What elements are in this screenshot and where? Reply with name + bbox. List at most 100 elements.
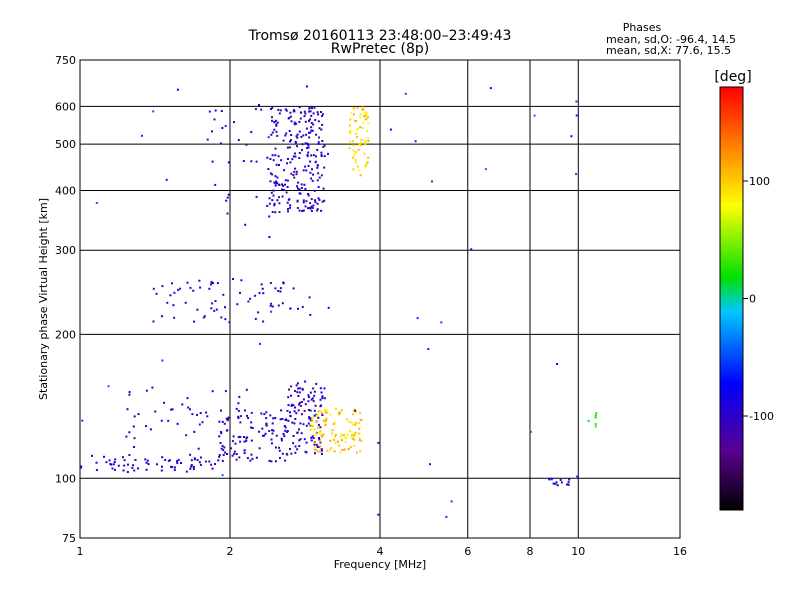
data-point: [221, 459, 224, 462]
data-point: [319, 445, 322, 448]
data-point: [316, 179, 319, 182]
data-point: [352, 113, 355, 116]
data-point: [319, 405, 322, 408]
colorbar-tick-label: -100: [749, 410, 774, 423]
data-point: [185, 470, 188, 473]
data-point: [304, 205, 307, 208]
data-point: [268, 215, 271, 218]
data-point: [320, 151, 323, 154]
data-point: [160, 469, 163, 472]
data-point: [202, 316, 205, 319]
data-point: [353, 434, 356, 437]
data-point: [309, 171, 312, 174]
data-point: [161, 456, 164, 459]
data-point: [354, 409, 357, 412]
data-point: [340, 433, 343, 436]
chart-title: Tromsø 20160113 23:48:00–23:49:43: [248, 28, 512, 44]
data-point: [298, 157, 301, 160]
data-point: [210, 307, 213, 310]
data-point: [152, 287, 155, 290]
data-point: [314, 441, 317, 444]
data-point: [268, 430, 271, 432]
data-point: [213, 118, 216, 121]
data-point: [594, 423, 597, 426]
data-point: [313, 394, 316, 397]
y-axis-label: Stationary phase Virtual Height [km]: [37, 198, 50, 400]
data-point: [314, 452, 316, 455]
data-point: [300, 136, 303, 138]
data-point: [309, 429, 312, 431]
data-point: [279, 418, 282, 421]
y-tick-label: 750: [55, 54, 76, 67]
data-point: [133, 446, 135, 448]
data-point: [352, 413, 355, 416]
data-point: [332, 423, 335, 425]
data-point: [325, 417, 328, 420]
data-point: [243, 449, 246, 452]
data-point: [353, 153, 356, 156]
data-point: [323, 144, 326, 147]
data-point: [258, 292, 261, 294]
data-point: [133, 437, 136, 440]
data-point: [570, 135, 573, 138]
data-point: [320, 448, 323, 451]
data-point: [575, 100, 578, 103]
data-point: [310, 122, 313, 124]
data-point: [484, 168, 487, 171]
data-point: [314, 201, 317, 204]
data-point: [360, 440, 363, 443]
data-point: [318, 437, 320, 439]
data-point: [303, 115, 306, 118]
data-point: [319, 426, 322, 429]
data-point: [274, 184, 277, 187]
data-point: [289, 111, 292, 114]
data-point: [282, 139, 285, 142]
data-point: [231, 454, 234, 457]
data-point: [155, 292, 158, 295]
data-point: [295, 135, 298, 138]
data-point: [298, 152, 301, 154]
data-point: [298, 391, 301, 394]
data-point: [295, 173, 298, 176]
data-point: [334, 441, 337, 444]
data-point: [234, 442, 237, 445]
data-point: [147, 463, 150, 466]
data-point: [317, 141, 320, 144]
data-point: [211, 130, 213, 133]
data-point: [260, 283, 263, 286]
data-point: [300, 111, 303, 114]
data-point: [137, 467, 139, 470]
data-point: [301, 143, 304, 146]
data-point: [353, 408, 356, 411]
data-point: [208, 110, 211, 113]
y-tick-label: 75: [62, 532, 76, 545]
data-point: [267, 136, 270, 139]
data-point: [108, 459, 111, 462]
data-point: [279, 287, 282, 290]
data-point: [349, 131, 352, 134]
data-point: [321, 140, 324, 142]
data-point: [349, 118, 352, 121]
data-point: [309, 313, 312, 316]
data-point: [319, 387, 322, 390]
data-point: [294, 155, 297, 158]
data-point: [286, 409, 289, 412]
data-point: [239, 415, 242, 418]
data-point: [95, 202, 98, 204]
data-point: [292, 404, 295, 407]
data-point: [273, 121, 276, 124]
data-point: [161, 359, 164, 362]
data-point: [309, 391, 312, 394]
data-point: [289, 307, 292, 310]
data-point: [315, 414, 318, 417]
data-point: [171, 408, 174, 411]
data-point: [113, 461, 116, 463]
data-point: [304, 112, 307, 115]
data-point: [294, 167, 297, 170]
data-point: [293, 176, 296, 179]
data-point: [128, 391, 131, 393]
data-point: [367, 137, 370, 140]
data-point: [173, 316, 176, 319]
data-points: [79, 85, 598, 518]
data-point: [320, 434, 323, 437]
